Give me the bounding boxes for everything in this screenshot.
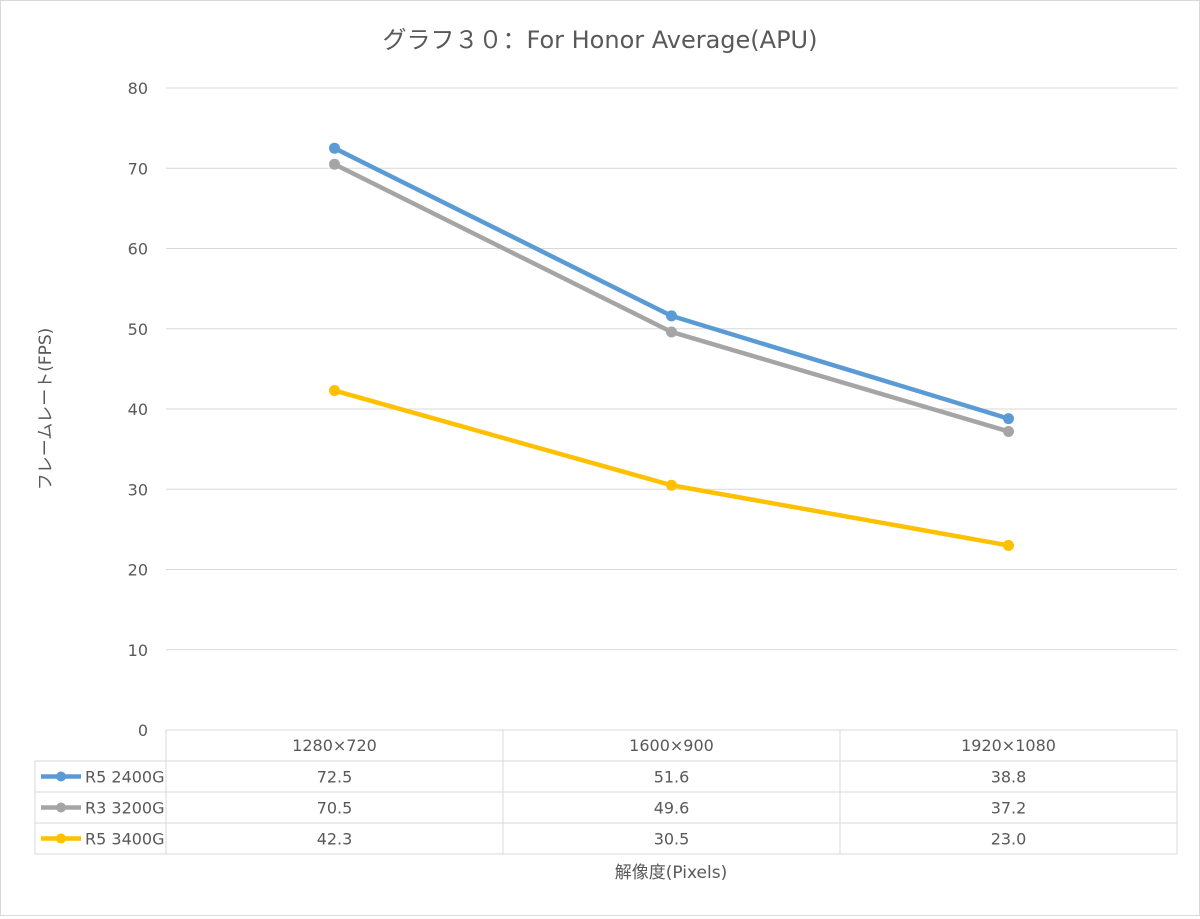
data-label: 51.6: [654, 768, 690, 787]
x-category-label: 1280×720: [292, 736, 377, 755]
y-tick-label: 60: [128, 240, 148, 259]
y-axis-label: フレームレート(FPS): [36, 328, 56, 491]
data-point: [666, 310, 677, 322]
y-tick-label: 0: [138, 721, 148, 740]
data-point: [1003, 425, 1014, 437]
series-line-r3-3200g: [333, 162, 1010, 434]
gridlines: [166, 87, 1177, 651]
series-line-r5-3400g: [333, 388, 1009, 548]
data-point: [1003, 539, 1014, 551]
data-label: 72.5: [317, 768, 353, 787]
x-axis-label: 解像度(Pixels): [615, 863, 727, 883]
legend-entry: R5 3400G: [85, 830, 165, 849]
y-tick-label: 80: [128, 79, 148, 98]
data-label: 23.0: [991, 830, 1027, 849]
data-point: [1003, 413, 1014, 425]
data-point: [329, 142, 340, 154]
y-tick-label: 30: [128, 480, 148, 499]
data-point: [329, 385, 340, 397]
data-table: 1280×720 1600×900 1920×1080 R5 2400G 72.5 51.…: [34, 729, 1178, 855]
y-tick-label: 50: [128, 320, 148, 339]
y-axis-ticks: 0 10 20 30 40 50 60 70 80: [128, 79, 148, 740]
data-label: 42.3: [317, 830, 353, 849]
y-tick-label: 10: [128, 641, 148, 660]
legend-entry: R3 3200G: [85, 799, 165, 818]
data-label: 38.8: [991, 768, 1027, 787]
data-label: 70.5: [317, 799, 353, 818]
data-point: [666, 326, 677, 338]
y-tick-label: 70: [128, 159, 148, 178]
legend-entry: R5 2400G: [85, 768, 165, 787]
series-line-r5-2400g: [333, 146, 1010, 421]
x-category-label: 1600×900: [629, 736, 714, 755]
x-category-label: 1920×1080: [961, 736, 1056, 755]
legend-key-marker: [56, 833, 66, 844]
chart-title: グラフ３０：For Honor Average(APU): [383, 26, 818, 54]
series-lines: [329, 142, 1014, 551]
data-label: 37.2: [991, 799, 1027, 818]
y-tick-label: 20: [128, 561, 148, 580]
legend-key-marker: [56, 771, 66, 782]
data-label: 30.5: [654, 830, 690, 849]
data-point: [329, 158, 340, 170]
data-label: 49.6: [654, 799, 690, 818]
y-tick-label: 40: [128, 400, 148, 419]
legend-key-marker: [56, 802, 66, 813]
data-point: [666, 479, 677, 491]
